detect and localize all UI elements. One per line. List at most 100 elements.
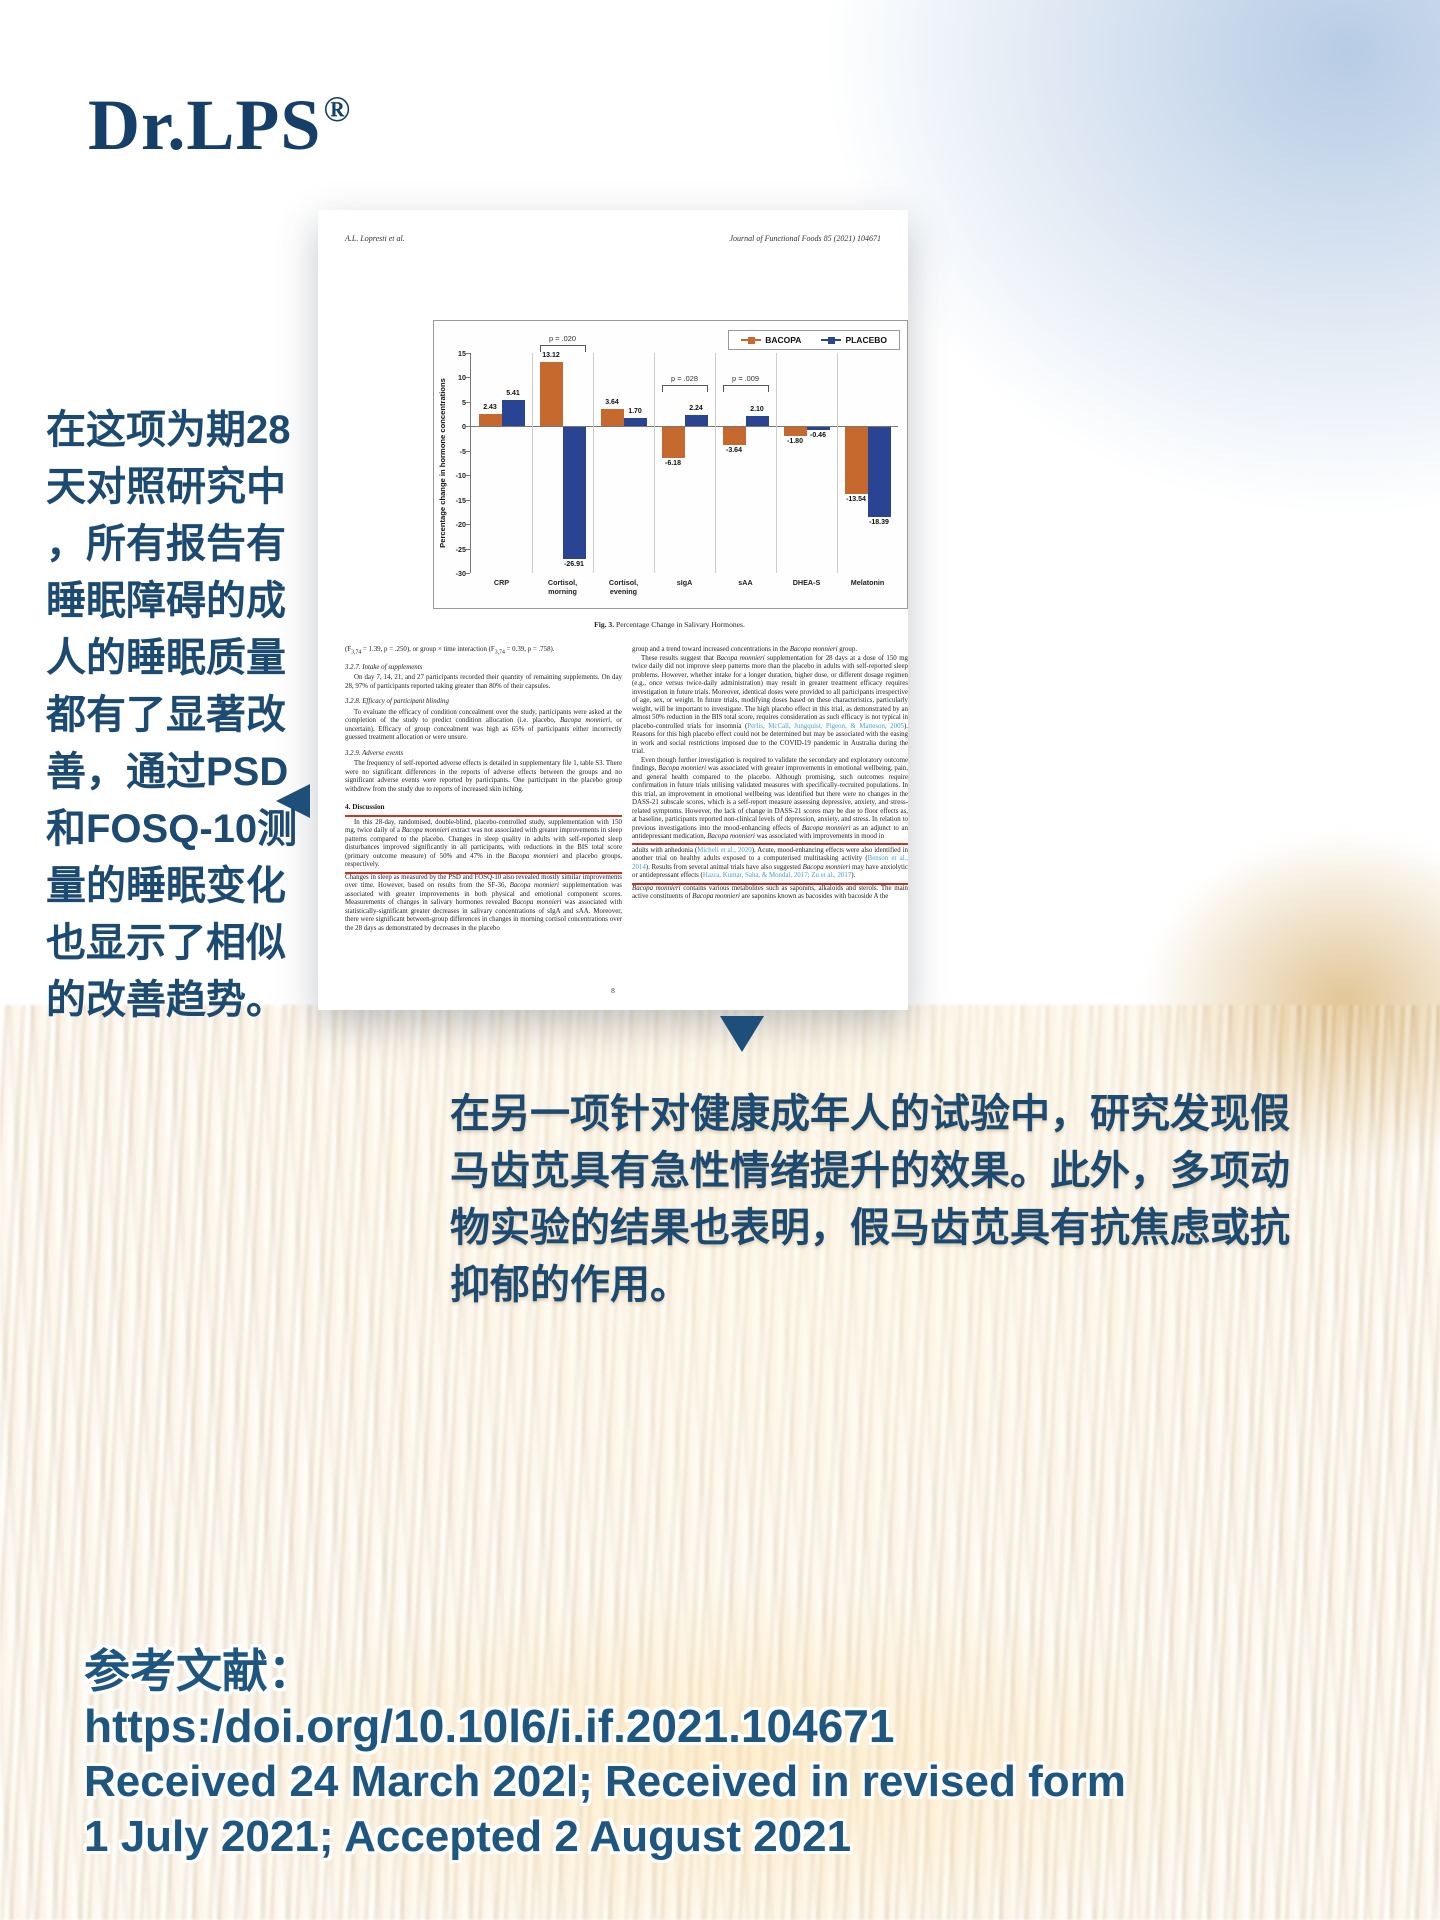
paper-text-block: 4. Discussion [345,803,385,812]
bar-value-label: -26.91 [564,560,584,568]
reference-doi: https:/doi.org/10.10l6/i.if.2021.104671 [84,1700,895,1752]
page-number: 8 [611,986,615,995]
callout-line: 在另一项针对健康成年人的试验中，研究发现假 [450,1092,1290,1136]
callout-line: ，所有报告有 [46,522,286,566]
bar-value-label: 1.70 [628,408,642,416]
callout-line: 天对照研究中 [46,465,286,509]
bar-value-label: 13.12 [542,352,560,360]
bar-value-label: -1.80 [787,438,803,446]
callout-line: 和FOSQ-10测 [46,807,298,851]
significance-bracket [722,385,769,393]
red-highlight-box: In this 28-day, randomised, double-blind… [345,814,622,874]
paper-left-column: (F3,74 = 1.39, p = .250), or group × tim… [345,646,622,986]
placebo-bar [745,416,769,427]
placebo-bar [501,399,525,427]
callout-line: 人的睡眠质量 [46,636,286,680]
y-axis-tick-mark [466,353,470,354]
chart-legend: BACOPA PLACEBO [728,330,900,350]
legend-entry-placebo: PLACEBO [821,335,887,345]
y-axis-tick-label: -5 [459,446,466,456]
paper-text-block: These results suggest that Bacopa monnie… [632,654,908,756]
red-highlight-box: adults with anhedonia (Micheli et al., 2… [632,842,908,885]
paper-text-block: The frequency of self-reported adverse e… [345,760,622,793]
legend-label-placebo: PLACEBO [845,335,887,345]
down-pointer-arrow-icon [720,1016,764,1052]
bacopa-bar [539,362,563,427]
y-axis-tick-mark [466,475,470,477]
reference-accepted-line: 1 July 2021; Accepted 2 August 2021 [84,1812,852,1861]
paper-author-header: A.L. Lopresti et al. [345,234,405,243]
y-axis-tick-label: 0 [462,422,466,432]
bar-value-label: 2.24 [689,405,703,413]
x-axis-category-label: Cortisol, evening [608,578,639,596]
paper-text-block: Bacopa monnieri contains various metabol… [632,884,908,901]
p-value-label: p = .028 [671,374,698,384]
bar-value-label: -6.18 [665,459,681,467]
legend-entry-bacopa: BACOPA [741,335,801,345]
chart-category-group: -6.18 2.24 sIgA p = .028 [654,353,716,587]
y-axis-tick-mark [466,401,470,403]
y-axis-tick-mark [466,499,470,501]
bar-value-label: 3.64 [605,398,619,406]
x-axis-category-label: DHEA-S [792,578,821,587]
chart-category-group: 13.12 -26.91 Cortisol, morning p = .020 [532,334,594,595]
bar-value-label: -0.46 [810,431,826,439]
chart-category-group: -1.80 -0.46 DHEA-S [776,353,838,587]
sky-gradient-decoration [820,0,1440,520]
paper-text-block: 3.2.9. Adverse events [345,749,404,757]
callout-line: 的改善趋势。 [46,978,286,1022]
placebo-bar [684,415,708,427]
paper-header: A.L. Lopresti et al. Journal of Function… [345,234,881,243]
y-axis-tick-mark [466,548,470,550]
bacopa-bar [478,414,502,427]
placebo-bar [623,418,647,427]
y-axis-tick-mark [466,524,470,526]
bacopa-bar [783,427,807,437]
bar-value-label: -13.54 [846,495,866,503]
bottom-callout-text: 在另一项针对健康成年人的试验中，研究发现假 马齿苋具有急性情绪提升的效果。此外，多… [450,1086,1290,1314]
y-axis-tick-label: -10 [455,471,466,481]
paper-text-block: To evaluate the efficacy of condition co… [345,708,622,742]
zero-axis-line [471,426,898,428]
figure-chart: BACOPA PLACEBO Percentage change in horm… [433,320,908,609]
y-axis-tick-label: 15 [458,349,466,358]
reference-block: 参考文献： https:/doi.org/10.10l6/i.if.2021.1… [84,1644,1126,1864]
paper-text-block: group and a trend toward increased conce… [632,646,858,653]
callout-line: 都有了显著改 [46,693,286,737]
callout-line: 在这项为期28 [46,408,291,452]
y-axis-tick-label: -20 [455,520,466,530]
legend-label-bacopa: BACOPA [765,335,802,345]
callout-line: 物实验的结果也表明，假马齿苋具有抗焦虑或抗 [450,1206,1290,1250]
paper-text-block: Even though further investigation is req… [632,756,908,841]
y-axis-tick-mark [466,426,470,428]
chart-category-group: 2.43 5.41 CRP [471,353,533,587]
brand-logo-text: Dr.LPS [88,85,322,165]
placebo-marker-icon [821,336,842,344]
y-axis-tick-mark [466,573,470,574]
y-axis-tick-mark [466,377,470,379]
figure-caption-text: Percentage Change in Salivary Hormones. [616,620,745,629]
registered-trademark-icon: ® [323,89,352,129]
reference-label: 参考文献： [84,1645,314,1697]
bacopa-bar [661,427,685,458]
x-axis-category-label: Cortisol, morning [547,578,578,596]
y-axis-tick-mark [466,450,470,452]
chart-plot-area: 2.43 5.41 CRP 13.12 -26.91 Cortisol, morning p … [470,334,898,595]
left-pointer-arrow-icon [276,784,310,818]
chart-category-group: -13.54 -18.39 Melatonin [837,353,898,587]
bar-value-label: 5.41 [506,389,520,397]
bacopa-bar [844,427,868,494]
callout-line: 马齿苋具有急性情绪提升的效果。此外，多项动 [450,1149,1290,1193]
paper-journal-header: Journal of Functional Foods 85 (2021) 10… [729,234,881,243]
placebo-bar [562,427,586,559]
bar-value-label: 2.43 [483,404,497,412]
y-axis-tick-label: -25 [455,544,466,554]
bacopa-marker-icon [741,336,762,344]
bacopa-bar [600,408,624,427]
p-value-label: p = .009 [732,374,759,384]
y-axis-tick-label: -30 [455,569,466,578]
paper-text-block: 3.2.8. Efficacy of participant blinding [345,698,449,706]
left-callout-text: 在这项为期28 天对照研究中 ，所有报告有 睡眠障碍的成 人的睡眠质量 都有了显著改 善，通… [46,402,297,1029]
bar-value-label: 2.10 [750,406,764,414]
callout-line: 也显示了相似 [46,921,286,965]
